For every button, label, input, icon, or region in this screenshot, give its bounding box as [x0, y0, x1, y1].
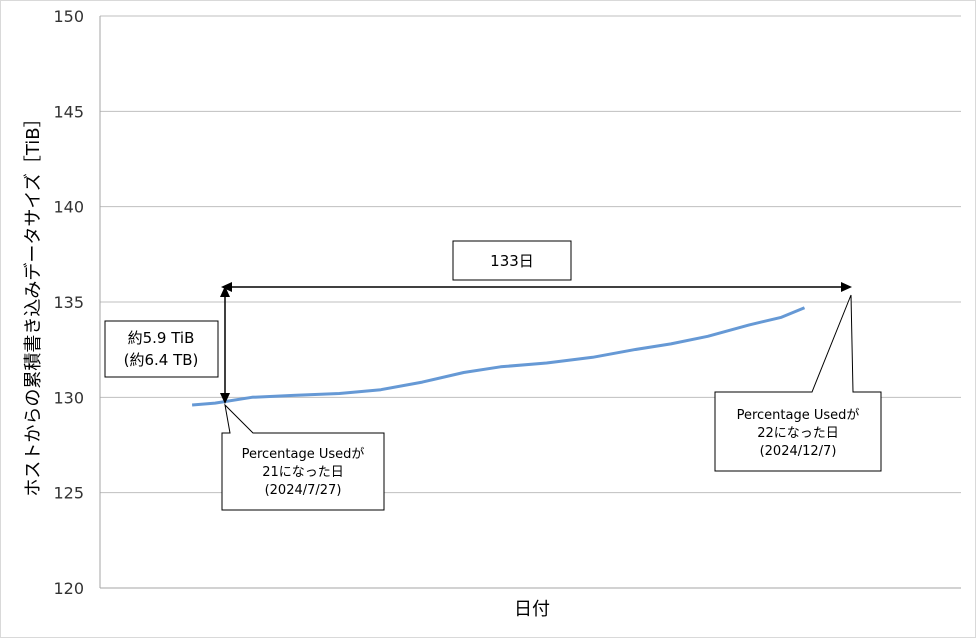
- delta-label-box: [104, 320, 219, 378]
- span-arrowhead-right: [841, 282, 852, 292]
- delta-arrowhead-bottom: [220, 393, 230, 404]
- y-tick-label: 140: [53, 198, 84, 217]
- y-tick-label: 145: [53, 102, 84, 121]
- annotation-start-line3: (2024/7/27): [265, 483, 342, 498]
- delta-label-line1: 約5.9 TiB: [128, 329, 195, 347]
- span-label: 133日: [490, 252, 534, 270]
- annotation-end-line3: (2024/12/7): [760, 444, 837, 459]
- annotation-end-line2: 22になった日: [757, 426, 839, 441]
- y-tick-label: 125: [53, 484, 84, 503]
- annotation-end-line1: Percentage Usedが: [737, 408, 860, 423]
- y-tick-label: 135: [53, 293, 84, 312]
- annotation-callout-start: [221, 403, 385, 511]
- y-tick-label: 130: [53, 388, 84, 407]
- delta-arrowhead-top: [220, 286, 230, 297]
- x-axis-title: 日付: [514, 599, 550, 620]
- span-label-box: [452, 240, 572, 281]
- series-line: [191, 306, 806, 407]
- y-tick-label: 150: [53, 7, 84, 26]
- annotation-start-line1: Percentage Usedが: [242, 447, 365, 462]
- annotation-start-line2: 21になった日: [262, 465, 344, 480]
- y-tick-labels: 120 125 130 135 140 145 150: [53, 7, 84, 598]
- y-tick-label: 120: [53, 579, 84, 598]
- delta-label-line2: (約6.4 TB): [124, 351, 199, 369]
- y-axis-title: ホストからの累積書き込みデータサイズ［TiB］: [23, 109, 44, 496]
- span-arrowhead-left: [221, 282, 232, 292]
- annotations: Percentage Usedが 21になった日 (2024/7/27) Per…: [104, 240, 882, 511]
- annotation-callout-end: [714, 294, 882, 472]
